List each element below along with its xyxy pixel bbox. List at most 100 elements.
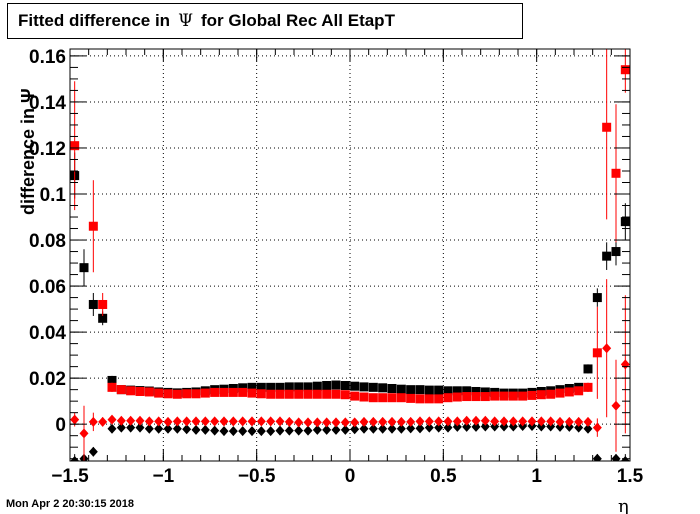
data-point-diamond (191, 416, 201, 427)
y-axis-label: difference in Ψ (18, 88, 38, 215)
data-point-diamond (219, 426, 229, 437)
data-point-diamond (294, 417, 304, 428)
data-point-square (424, 394, 434, 404)
data-point-square (135, 386, 145, 396)
x-axis-label: η (618, 496, 629, 514)
data-point-square (247, 388, 257, 398)
data-point-diamond (107, 414, 117, 425)
data-point-diamond (611, 400, 621, 411)
data-point-square (462, 386, 472, 396)
data-point-square (284, 382, 294, 392)
data-point-square (471, 392, 481, 402)
data-point-diamond (368, 416, 378, 427)
y-tick-label: 0.02 (29, 369, 66, 390)
y-tick-label: 0.06 (29, 277, 66, 298)
data-point-square (322, 381, 332, 391)
data-point-diamond (331, 417, 341, 428)
data-point-diamond (247, 416, 257, 427)
data-point-diamond (378, 423, 388, 434)
x-tick-label: 0 (345, 466, 356, 487)
data-point-diamond (163, 423, 173, 434)
data-point-diamond (163, 416, 173, 427)
data-point-diamond (574, 422, 584, 433)
data-point-square (182, 389, 192, 399)
data-point-diamond (564, 416, 574, 427)
data-point-square (443, 386, 453, 396)
data-point-square (359, 392, 369, 402)
data-point-square (480, 387, 490, 397)
data-point-square (527, 390, 537, 400)
data-point-diamond (322, 424, 332, 435)
data-point-diamond (135, 415, 145, 426)
data-point-square (406, 385, 416, 395)
data-point-diamond (462, 415, 472, 426)
data-point-square (434, 385, 444, 395)
data-point-diamond (387, 416, 397, 427)
data-point-diamond (452, 421, 462, 432)
title-suffix: for Global Rec All EtapT (201, 11, 395, 30)
data-point-diamond (182, 424, 192, 435)
data-point-square (378, 383, 388, 393)
data-point-square (200, 388, 210, 398)
data-point-diamond (266, 416, 276, 427)
data-point-square (592, 348, 602, 358)
data-point-square (275, 382, 285, 392)
data-point-square (98, 313, 108, 323)
data-point-square (452, 392, 462, 402)
data-point-diamond (340, 424, 350, 435)
x-tick-label: 0.5 (430, 466, 457, 487)
data-point-diamond (415, 416, 425, 427)
data-point-diamond (275, 416, 285, 427)
data-point-diamond (284, 425, 294, 436)
data-point-diamond (611, 453, 621, 461)
data-point-square (564, 387, 574, 397)
data-point-diamond (499, 421, 509, 432)
data-point-square (378, 393, 388, 403)
data-point-square (350, 381, 360, 391)
data-point-diamond (284, 416, 294, 427)
data-point-diamond (480, 415, 490, 426)
data-point-diamond (396, 423, 406, 434)
data-point-diamond (256, 416, 266, 427)
y-tick-label: 0.1 (40, 185, 67, 206)
data-point-square (415, 394, 425, 404)
data-point-diamond (154, 416, 164, 427)
data-point-diamond (602, 343, 612, 354)
data-point-square (471, 386, 481, 396)
data-point-square (387, 393, 397, 403)
data-point-diamond (434, 422, 444, 433)
data-point-diamond (359, 416, 369, 427)
data-point-diamond (116, 415, 126, 426)
data-point-diamond (238, 426, 248, 437)
data-point-square (322, 389, 332, 399)
data-point-square (331, 389, 341, 399)
data-point-diamond (154, 423, 164, 434)
y-tick-label: 0.16 (29, 47, 66, 68)
data-point-square (574, 386, 584, 396)
data-point-square (294, 389, 304, 399)
data-point-square (546, 389, 556, 399)
data-point-square (350, 391, 360, 401)
data-point-diamond (592, 453, 602, 461)
data-point-square (434, 394, 444, 404)
data-point-square (247, 382, 257, 392)
data-point-diamond (443, 422, 453, 433)
data-point-square (256, 389, 266, 399)
data-point-diamond (256, 426, 266, 437)
data-point-square (387, 383, 397, 393)
data-point-diamond (536, 416, 546, 427)
data-point-diamond (583, 416, 593, 427)
data-point-diamond (238, 416, 248, 427)
data-point-square (107, 375, 117, 385)
data-point-diamond (247, 426, 257, 437)
data-point-diamond (312, 417, 322, 428)
data-point-diamond (508, 421, 518, 432)
data-point-diamond (499, 416, 509, 427)
data-point-diamond (527, 416, 537, 427)
data-point-square (415, 385, 425, 395)
data-point-diamond (98, 416, 108, 427)
data-point-square (144, 387, 154, 397)
data-point-diamond (200, 416, 210, 427)
data-point-diamond (126, 415, 136, 426)
